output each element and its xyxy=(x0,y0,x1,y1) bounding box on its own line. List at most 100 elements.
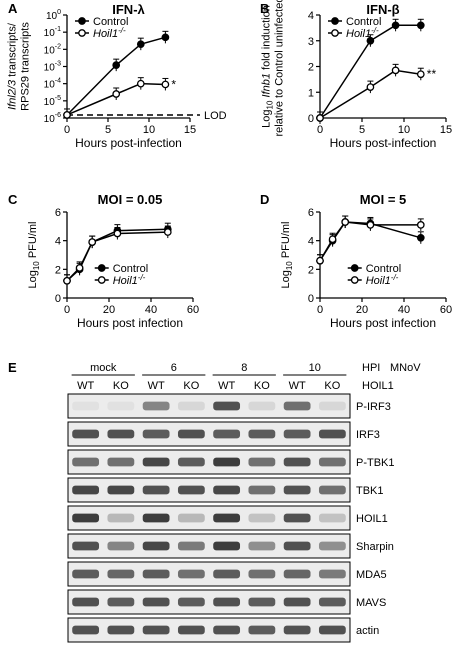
x-tick-label: 0 xyxy=(64,124,70,136)
data-point xyxy=(63,111,71,119)
band-label: IRF3 xyxy=(356,429,380,441)
y-axis-label: Log10 Ifnb1 fold induction xyxy=(261,5,275,128)
band xyxy=(248,401,276,411)
band xyxy=(248,457,276,467)
band xyxy=(107,513,135,523)
band xyxy=(248,541,276,551)
band xyxy=(177,597,205,607)
band xyxy=(318,429,346,439)
data-point xyxy=(136,40,145,49)
data-point xyxy=(88,238,97,246)
x-tick-label: 60 xyxy=(187,304,199,316)
blot-row: P-IRF3 xyxy=(67,393,391,419)
y-tick-label: 0 xyxy=(308,293,314,305)
y-tick-label: 0 xyxy=(308,113,314,125)
band xyxy=(142,401,170,411)
y-axis-label: relative to Control uninfected xyxy=(274,0,286,137)
group-label: 8 xyxy=(241,362,247,374)
data-point xyxy=(75,264,84,272)
legend-label: Control xyxy=(346,16,381,28)
band xyxy=(283,401,311,411)
band-label: MAVS xyxy=(356,597,386,609)
legend-marker xyxy=(350,276,359,284)
x-tick-label: 60 xyxy=(440,304,452,316)
band xyxy=(72,457,100,467)
legend-item: Hoil1-/- xyxy=(347,273,399,287)
legend-label: Hoil1-/- xyxy=(346,26,379,40)
band xyxy=(213,485,241,495)
blot-row: MDA5 xyxy=(67,561,387,587)
lod-label: LOD xyxy=(204,110,227,122)
band xyxy=(248,429,276,439)
band xyxy=(283,513,311,523)
lane-label: WT xyxy=(218,380,235,392)
series-line xyxy=(66,82,166,116)
band xyxy=(142,485,170,495)
band xyxy=(318,401,346,411)
panel-letter: C xyxy=(8,192,18,207)
series-hoil1 xyxy=(63,225,172,287)
series-hoil1 xyxy=(63,77,170,121)
y-tick-label: 4 xyxy=(55,236,61,248)
band xyxy=(318,541,346,551)
data-point xyxy=(366,221,375,229)
lane-label: KO xyxy=(113,380,129,392)
x-tick-label: 40 xyxy=(145,304,157,316)
data-point xyxy=(136,79,145,88)
band xyxy=(177,569,205,579)
band-label: P-TBK1 xyxy=(356,457,395,469)
y-tick-label: 10-5 xyxy=(44,95,61,108)
band xyxy=(72,513,100,523)
y-tick-label: 10-3 xyxy=(44,61,61,74)
band xyxy=(318,513,346,523)
band xyxy=(142,597,170,607)
band-label: TBK1 xyxy=(356,485,384,497)
band xyxy=(107,485,135,495)
y-tick-label: 10-4 xyxy=(44,78,61,91)
y-tick-label: 1 xyxy=(308,87,314,99)
legend-marker xyxy=(350,264,359,272)
band xyxy=(283,457,311,467)
series-line xyxy=(319,69,421,119)
band-label: MDA5 xyxy=(356,569,387,581)
y-tick-label: 3 xyxy=(308,36,314,48)
mnov-label: MNoV xyxy=(390,362,421,374)
band xyxy=(107,541,135,551)
band xyxy=(283,597,311,607)
series-control xyxy=(63,30,170,121)
y-tick-label: 2 xyxy=(308,264,314,276)
x-axis-label: Hours post-infection xyxy=(75,136,182,150)
y-tick-label: 6 xyxy=(308,207,314,219)
band xyxy=(283,485,311,495)
band xyxy=(142,625,170,635)
band xyxy=(72,429,100,439)
band xyxy=(283,569,311,579)
band xyxy=(177,457,205,467)
data-point xyxy=(416,221,425,229)
data-point xyxy=(391,66,400,75)
legend-label: Control xyxy=(93,16,128,28)
band xyxy=(107,569,135,579)
band xyxy=(213,401,241,411)
legend-item: Control xyxy=(94,263,148,275)
data-point xyxy=(328,235,337,244)
data-point xyxy=(416,21,425,30)
x-axis-label: Hours post-infection xyxy=(330,136,437,150)
blot-row: P-TBK1 xyxy=(67,449,395,475)
lane-label: KO xyxy=(324,380,340,392)
series-line xyxy=(66,36,166,116)
band xyxy=(107,597,135,607)
y-tick-label: 2 xyxy=(308,62,314,74)
band xyxy=(318,625,346,635)
data-point xyxy=(316,256,324,265)
x-tick-label: 0 xyxy=(317,124,323,136)
data-point xyxy=(366,36,375,45)
y-tick-label: 4 xyxy=(308,10,314,22)
data-point xyxy=(163,228,172,236)
band xyxy=(318,485,346,495)
band xyxy=(318,569,346,579)
band xyxy=(283,625,311,635)
lane-label: WT xyxy=(77,380,94,392)
series-line xyxy=(319,24,421,119)
